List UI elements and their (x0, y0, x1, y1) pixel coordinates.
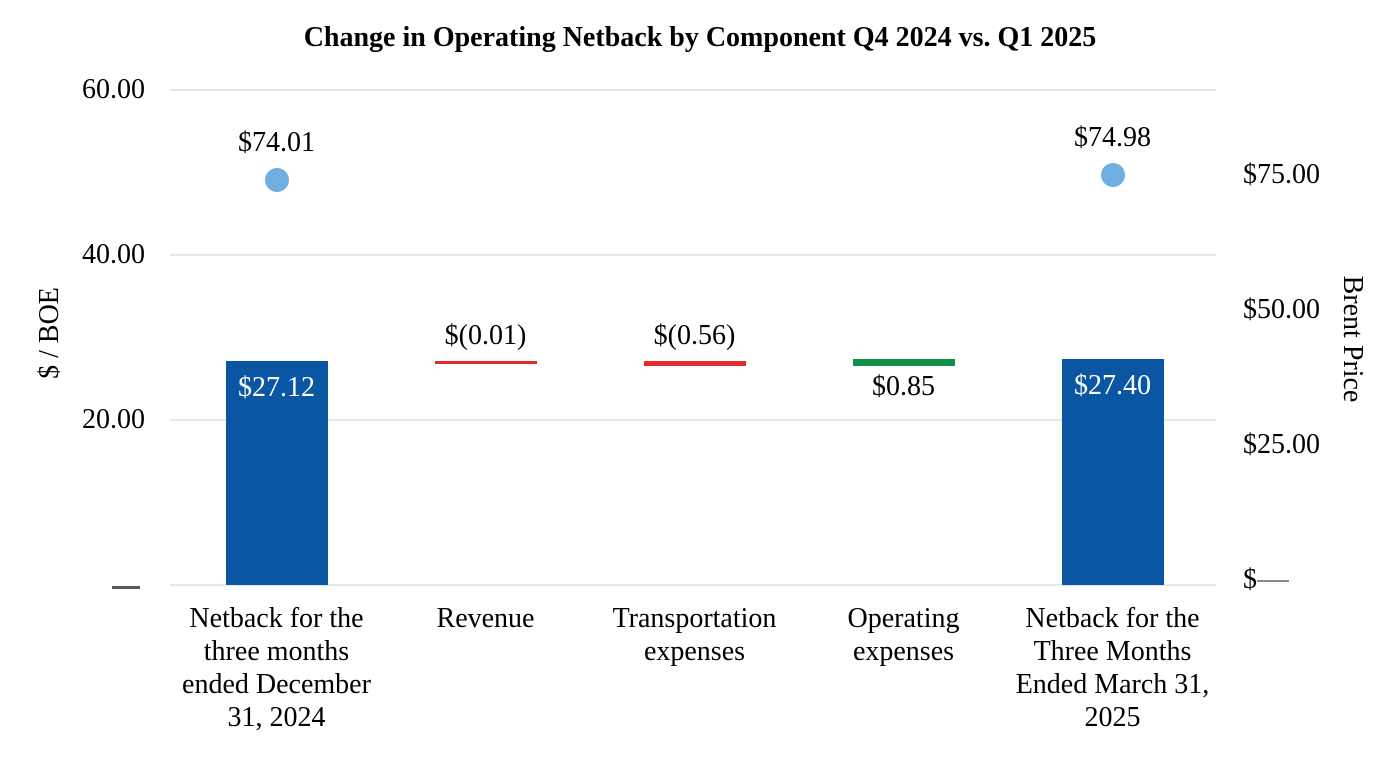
left-axis-tick-label: 20.00 (82, 404, 145, 435)
brent-price-marker (1100, 163, 1125, 188)
bar-value-label: $0.85 (872, 370, 935, 402)
right-axis-title: Brent Price (1337, 275, 1368, 403)
category-label: Operating expenses (847, 603, 960, 667)
gridline (170, 89, 1216, 91)
chart-title: Change in Operating Netback by Component… (303, 22, 1097, 53)
gridline (170, 419, 1216, 421)
left-axis-zero-tick (112, 585, 140, 589)
bar-value-label: $(0.56) (653, 320, 736, 352)
gridline (170, 254, 1216, 256)
left-axis-tick-label: 60.00 (82, 74, 145, 105)
category-label: Netback for the three months ended Decem… (182, 603, 371, 733)
bar-value-label: $(0.01) (444, 320, 527, 352)
right-axis-tick-label: $25.00 (1243, 429, 1320, 460)
right-axis-zero-dollar-sign: $ (1243, 564, 1257, 595)
category-label: Transportation expenses (612, 603, 777, 667)
brent-price-marker (264, 168, 289, 193)
bar-value-label: $27.40 (1074, 369, 1151, 401)
bar-decrease-2 (434, 361, 537, 365)
bar-increase-4 (852, 358, 955, 366)
bar-total-1 (225, 361, 328, 585)
right-axis-zero-dash (1257, 579, 1289, 582)
bar-total-5 (1061, 358, 1164, 585)
right-axis-tick-label: $75.00 (1243, 159, 1320, 190)
bar-decrease-3 (643, 361, 746, 366)
right-axis-tick-label: $50.00 (1243, 294, 1320, 325)
right-axis-zero-tick: $ (1243, 562, 1400, 598)
marker-value-label: $74.98 (1074, 122, 1151, 154)
left-axis-tick-label: 40.00 (82, 239, 145, 270)
category-label: Netback for the Three Months Ended March… (1015, 603, 1210, 733)
category-label: Revenue (436, 603, 535, 634)
gridline (170, 584, 1216, 586)
bar-value-label: $27.12 (238, 372, 315, 404)
marker-value-label: $74.01 (238, 127, 315, 159)
